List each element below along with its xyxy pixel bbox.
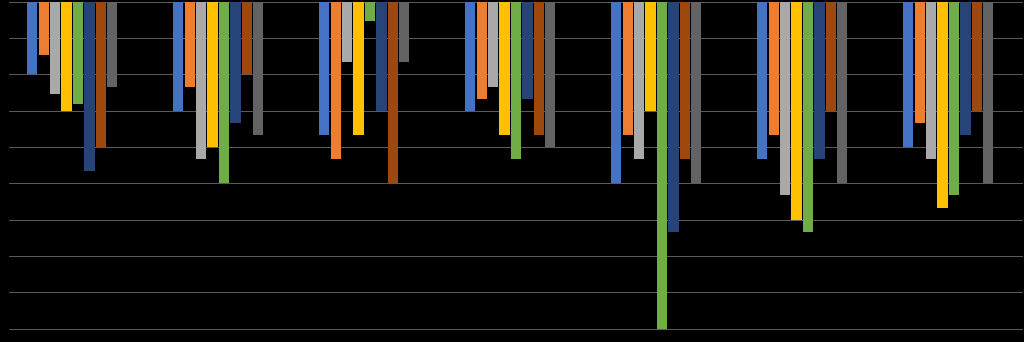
Bar [353, 2, 364, 135]
Bar [611, 2, 622, 183]
Bar [331, 2, 341, 159]
Bar [645, 2, 655, 111]
Bar [50, 2, 60, 94]
Bar [196, 2, 206, 159]
Bar [825, 2, 836, 111]
Bar [623, 2, 633, 135]
Bar [634, 2, 644, 159]
Bar [961, 2, 971, 135]
Bar [769, 2, 779, 135]
Bar [949, 2, 959, 195]
Bar [545, 2, 555, 147]
Bar [342, 2, 352, 62]
Bar [757, 2, 767, 159]
Bar [230, 2, 241, 123]
Bar [173, 2, 183, 111]
Bar [803, 2, 813, 232]
Bar [73, 2, 83, 104]
Bar [780, 2, 791, 195]
Bar [488, 2, 499, 87]
Bar [388, 2, 398, 183]
Bar [376, 2, 386, 111]
Bar [522, 2, 532, 98]
Bar [669, 2, 679, 232]
Bar [39, 2, 49, 55]
Bar [680, 2, 690, 159]
Bar [792, 2, 802, 220]
Bar [242, 2, 252, 75]
Bar [253, 2, 263, 135]
Bar [914, 2, 925, 123]
Bar [399, 2, 410, 62]
Bar [511, 2, 521, 159]
Bar [219, 2, 229, 183]
Bar [903, 2, 913, 147]
Bar [319, 2, 330, 135]
Bar [365, 2, 375, 21]
Bar [534, 2, 544, 135]
Bar [108, 2, 118, 87]
Bar [926, 2, 936, 159]
Bar [500, 2, 510, 135]
Bar [983, 2, 993, 183]
Bar [95, 2, 105, 147]
Bar [27, 2, 37, 75]
Bar [61, 2, 72, 111]
Bar [938, 2, 948, 208]
Bar [838, 2, 848, 183]
Bar [208, 2, 218, 147]
Bar [84, 2, 94, 171]
Bar [656, 2, 668, 329]
Bar [814, 2, 824, 159]
Bar [691, 2, 701, 183]
Bar [476, 2, 486, 98]
Bar [184, 2, 195, 87]
Bar [972, 2, 982, 111]
Bar [465, 2, 475, 111]
